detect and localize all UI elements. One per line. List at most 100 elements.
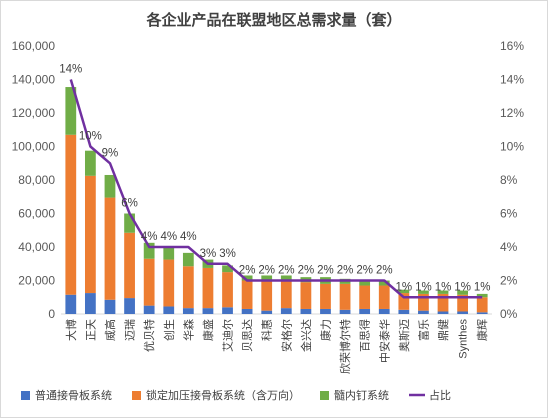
share-data-label: 3% bbox=[200, 248, 217, 260]
bar-segment bbox=[124, 213, 135, 233]
bar-segment bbox=[339, 283, 351, 310]
y-tick-label: 100,000 bbox=[12, 140, 56, 154]
bar-segment bbox=[398, 289, 410, 294]
share-line-layer: 14%10%9%6%4% 4% 4%3% 3%2% 2% 2% 2% 2% 2% 2% 2%1% 1%… bbox=[59, 64, 491, 299]
bar-segment bbox=[378, 280, 390, 286]
bar-segment bbox=[476, 297, 488, 313]
legend-swatch bbox=[132, 391, 141, 400]
bar-segment bbox=[143, 258, 155, 306]
share-data-label: 4% bbox=[180, 231, 197, 243]
share-data-label: 1% bbox=[396, 281, 413, 293]
category-label: 鼎健 bbox=[437, 319, 450, 341]
category-label: 奥斯迈 bbox=[397, 319, 411, 352]
x-axis-labels: 大博 正天 威高 迈瑞 优贝特 创生 华森 康盛 艾迪尔 贝思达 科惠 安格尔 金兴达 康力 欣荣博尔特 百思… bbox=[64, 319, 489, 374]
legend-swatch bbox=[21, 391, 30, 400]
y-tick-label: 20,000 bbox=[18, 274, 55, 288]
bar-segment bbox=[418, 310, 429, 314]
bar-segment bbox=[182, 308, 194, 314]
category-label: 康力 bbox=[318, 319, 332, 341]
bar-segment bbox=[437, 311, 449, 314]
share-data-label: 1% bbox=[474, 281, 491, 293]
bar-segment bbox=[378, 308, 390, 314]
bar-segment bbox=[104, 299, 116, 314]
category-label: 金兴达 bbox=[299, 319, 313, 352]
category-label: 正天 bbox=[85, 319, 97, 341]
legend-swatch bbox=[320, 391, 329, 400]
bar-segment bbox=[222, 307, 233, 314]
bar-segment bbox=[84, 150, 96, 176]
bar-segment bbox=[359, 308, 371, 314]
bar-segment bbox=[320, 283, 331, 309]
bar-segment bbox=[261, 280, 273, 311]
share-data-label: 2% bbox=[239, 265, 256, 277]
y-axis-right: 0% 2% 4% 6% 8% 10% 12% 14% 16% bbox=[500, 39, 524, 321]
category-label: 安格尔 bbox=[279, 319, 293, 352]
y2-tick-label: 4% bbox=[500, 240, 518, 254]
category-label: 康盛 bbox=[201, 319, 215, 341]
category-label: 威高 bbox=[103, 319, 117, 341]
share-data-label: 4% bbox=[141, 231, 158, 243]
category-label: 大博 bbox=[64, 319, 78, 341]
bar-segment bbox=[418, 293, 429, 311]
share-data-label: 2% bbox=[376, 265, 393, 277]
bars bbox=[65, 87, 488, 314]
category-label: 康辉 bbox=[475, 319, 489, 341]
bar-segment bbox=[241, 308, 253, 314]
y-tick-label: 160,000 bbox=[12, 39, 56, 53]
y-tick-label: 80,000 bbox=[18, 173, 55, 187]
category-label: 贝思达 bbox=[241, 319, 254, 352]
category-label: 迈瑞 bbox=[123, 319, 137, 341]
bar-segment bbox=[65, 134, 77, 295]
bar-segment bbox=[182, 252, 194, 267]
legend-label: 锁定加压接骨板系统（含万向） bbox=[146, 388, 300, 402]
share-data-label: 2% bbox=[337, 265, 354, 277]
y2-tick-label: 2% bbox=[500, 274, 518, 288]
category-label: Synthes bbox=[458, 319, 470, 359]
bar-segment bbox=[143, 242, 155, 259]
bar-segment bbox=[280, 308, 292, 314]
legend: 普通接骨板系统 锁定加压接骨板系统（含万向） 髓内钉系统 占比 bbox=[21, 388, 451, 402]
y-tick-label: 120,000 bbox=[12, 106, 56, 120]
bar-segment bbox=[104, 174, 116, 198]
bar-segment bbox=[437, 290, 449, 294]
bar-segment bbox=[320, 308, 331, 314]
y2-tick-label: 14% bbox=[500, 73, 524, 87]
category-label: 创生 bbox=[162, 319, 176, 341]
bar-segment bbox=[163, 247, 175, 260]
bar-segment bbox=[476, 312, 488, 314]
category-label: 欣荣博尔特 bbox=[338, 319, 352, 374]
y-tick-label: 40,000 bbox=[18, 240, 55, 254]
bar-segment bbox=[398, 309, 410, 314]
bar-segment bbox=[300, 308, 312, 314]
y2-tick-label: 0% bbox=[500, 307, 518, 321]
bar-segment bbox=[163, 259, 175, 307]
bar-segment bbox=[476, 293, 488, 298]
bar-segment bbox=[457, 311, 469, 314]
bar-segment bbox=[65, 294, 77, 314]
bar-segment bbox=[222, 272, 233, 308]
y2-tick-label: 12% bbox=[500, 106, 524, 120]
share-data-label: 2% bbox=[278, 265, 295, 277]
bar-segment bbox=[222, 265, 233, 273]
share-data-label: 1% bbox=[454, 281, 471, 293]
share-data-label: 14% bbox=[59, 64, 82, 76]
share-data-label: 6% bbox=[121, 198, 138, 210]
bar-segment bbox=[65, 87, 77, 135]
category-label: 富乐 bbox=[416, 319, 430, 341]
y-tick-label: 60,000 bbox=[18, 207, 55, 221]
bar-segment bbox=[84, 293, 96, 314]
y-tick-label: 140,000 bbox=[12, 73, 56, 87]
bar-segment bbox=[124, 298, 135, 314]
bar-segment bbox=[437, 293, 449, 312]
y2-tick-label: 8% bbox=[500, 173, 518, 187]
share-data-label: 3% bbox=[219, 248, 236, 260]
category-label: 中安泰华 bbox=[377, 319, 391, 363]
bar-segment bbox=[339, 309, 351, 314]
bar-segment bbox=[280, 275, 292, 282]
share-data-label: 1% bbox=[415, 281, 432, 293]
bar-segment bbox=[202, 267, 214, 309]
share-data-label: 1% bbox=[435, 281, 452, 293]
share-data-label: 9% bbox=[102, 147, 119, 159]
